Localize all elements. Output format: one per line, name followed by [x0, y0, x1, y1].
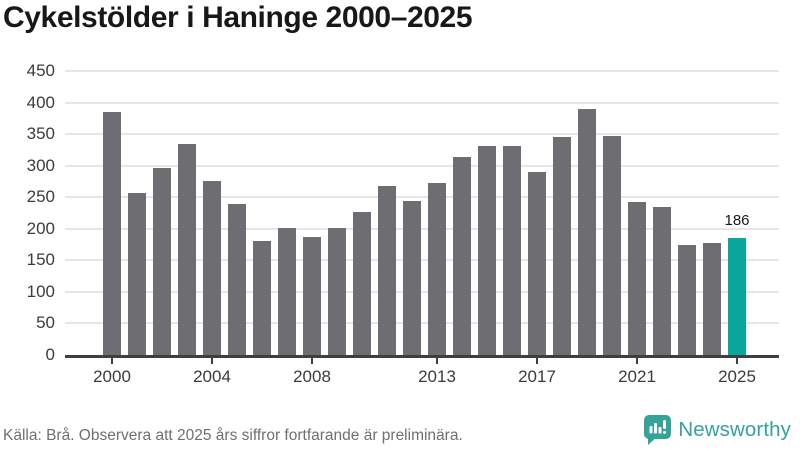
gridline	[65, 322, 779, 325]
newsworthy-logo: Newsworthy	[644, 413, 791, 446]
bar	[203, 181, 221, 355]
bar	[653, 207, 671, 355]
x-axis-label: 2025	[718, 367, 756, 386]
bar	[278, 227, 296, 355]
y-axis-label: 150	[26, 250, 55, 270]
x-axis-label: 2021	[618, 367, 656, 386]
bar	[403, 201, 421, 355]
bar	[328, 227, 346, 355]
source-note: Källa: Brå. Observera att 2025 års siffr…	[3, 427, 463, 444]
newsworthy-logo-icon	[644, 414, 672, 445]
x-axis-tick	[211, 358, 213, 364]
bar	[378, 186, 396, 355]
bar	[428, 182, 446, 355]
y-axis-label: 100	[26, 281, 55, 301]
bar	[503, 146, 521, 355]
gridline	[65, 227, 779, 230]
chart-title: Cykelstölder i Haninge 2000–2025	[3, 1, 473, 34]
gridline	[65, 101, 779, 104]
y-axis-label: 250	[26, 187, 55, 207]
bar	[178, 143, 196, 355]
bar	[253, 241, 271, 355]
bar	[353, 211, 371, 355]
bar	[128, 193, 146, 355]
x-axis-line	[65, 355, 779, 358]
bar-value-label: 186	[724, 211, 750, 229]
bar	[228, 203, 246, 355]
x-axis-tick	[436, 358, 438, 364]
bar	[728, 237, 746, 355]
y-axis-label: 400	[26, 92, 55, 112]
gridline	[65, 259, 779, 262]
x-axis-label: 2017	[518, 367, 556, 386]
x-axis-label: 2013	[418, 367, 456, 386]
bar	[553, 137, 571, 355]
x-axis-tick	[736, 358, 738, 364]
gridline	[65, 164, 779, 167]
x-axis-tick	[536, 358, 538, 364]
bar	[103, 112, 121, 355]
gridline	[65, 290, 779, 293]
newsworthy-logo-text: Newsworthy	[678, 417, 791, 441]
bar	[703, 242, 721, 355]
x-axis-tick	[311, 358, 313, 364]
bar	[578, 108, 596, 355]
gridline	[65, 133, 779, 136]
x-axis-label: 2000	[93, 367, 131, 386]
gridline	[65, 196, 779, 199]
y-axis-label: 300	[26, 155, 55, 175]
bar	[678, 244, 696, 355]
gridline	[65, 70, 779, 72]
bar	[303, 236, 321, 355]
y-axis-label: 50	[36, 313, 55, 333]
x-axis-tick	[111, 358, 113, 364]
y-axis-label: 450	[26, 61, 55, 80]
y-axis-label: 0	[45, 345, 55, 364]
x-axis-label: 2004	[193, 367, 231, 386]
bar	[153, 167, 171, 355]
y-axis-label: 350	[26, 124, 55, 144]
bar	[628, 201, 646, 355]
bar	[603, 136, 621, 355]
x-axis-label: 2008	[293, 367, 331, 386]
bar	[528, 171, 546, 355]
bar	[478, 146, 496, 355]
bar	[453, 156, 471, 355]
y-axis-label: 200	[26, 218, 55, 238]
x-axis-tick	[636, 358, 638, 364]
